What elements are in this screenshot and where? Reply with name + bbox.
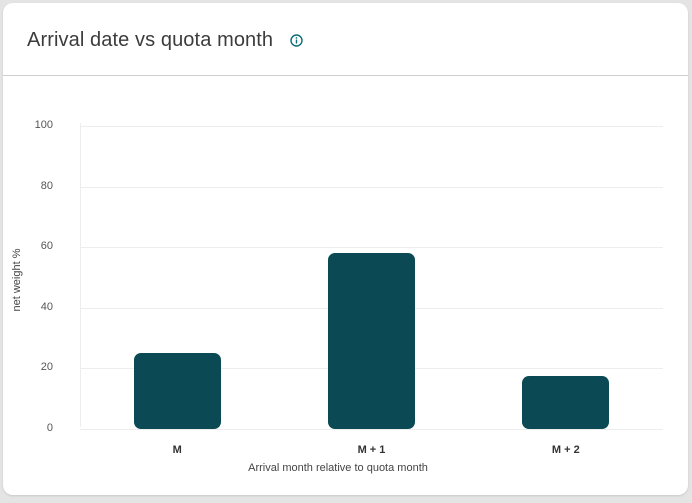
y-axis-line (80, 123, 81, 427)
x-axis-label: Arrival month relative to quota month (248, 462, 428, 474)
info-icon[interactable] (290, 34, 303, 47)
gridline (80, 186, 663, 188)
y-axis-label: net weight % (11, 248, 23, 312)
y-tick-label: 100 (34, 119, 53, 131)
y-tick-label: 40 (40, 300, 53, 313)
bar-m-plus-2[interactable] (522, 375, 610, 429)
y-tick-label: 60 (40, 240, 53, 253)
y-tick-label: 20 (40, 361, 53, 374)
y-tick-label: 0 (46, 422, 53, 434)
gridline (80, 429, 663, 430)
y-tick-label: 80 (40, 179, 53, 192)
gridline (80, 247, 663, 249)
bar-m-plus-1[interactable] (328, 253, 415, 429)
x-tick-label: M + 1 (357, 444, 386, 456)
bar-m[interactable] (133, 353, 221, 429)
card-header: Arrival date vs quota month (3, 3, 688, 76)
chart-title: Arrival date vs quota month (27, 29, 274, 51)
x-tick-label: M (172, 444, 182, 456)
bar-chart: 0 20 40 60 80 100 M M + 1 M + 2 net weight % Ar… (3, 76, 688, 495)
gridline (80, 126, 663, 127)
x-tick-label: M + 2 (551, 444, 580, 456)
chart-card: Arrival date vs quota month 0 20 40 60 80 100… (3, 3, 688, 495)
